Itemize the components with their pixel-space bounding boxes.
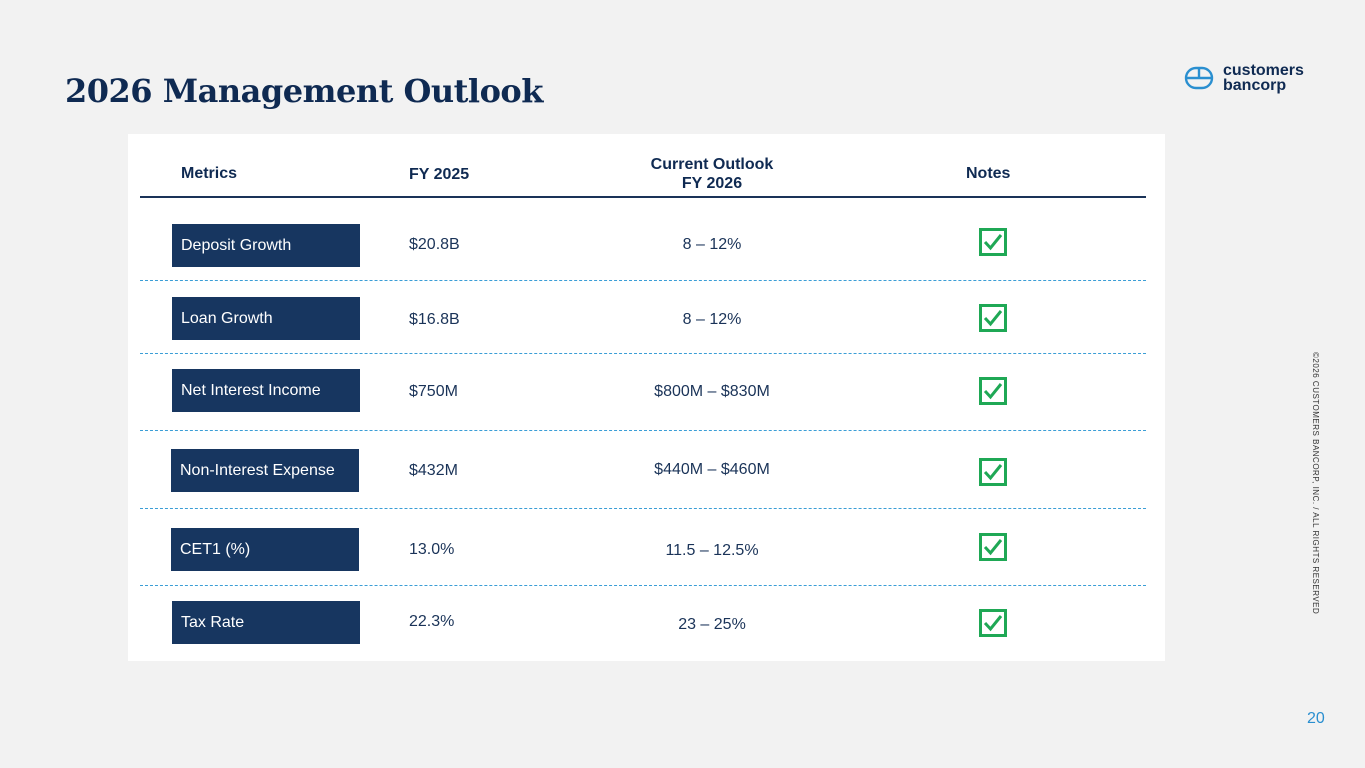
copyright-notice: ©2026 CUSTOMERS BANCORP, INC. / ALL RIGH… — [1311, 352, 1320, 615]
header-outlook: Current Outlook FY 2026 — [612, 155, 812, 193]
checkmark-icon — [979, 377, 1007, 405]
outlook-value: $800M – $830M — [654, 383, 770, 400]
header-fy2025: FY 2025 — [409, 166, 470, 183]
fy2025-value: 22.3% — [409, 613, 455, 630]
row-divider — [140, 353, 1146, 354]
bank-logo-icon — [1184, 66, 1214, 90]
row-divider — [140, 508, 1146, 509]
header-outlook-line1: Current Outlook — [650, 156, 774, 173]
metric-label: Loan Growth — [172, 297, 360, 340]
checkmark-icon — [979, 304, 1007, 332]
checkmark-icon — [979, 228, 1007, 256]
outlook-value: 8 – 12% — [682, 311, 742, 328]
logo-line-2: bancorp — [1223, 77, 1287, 94]
metric-label: Non-Interest Expense — [171, 449, 359, 492]
fy2025-value: $16.8B — [409, 311, 460, 328]
logo-line-1: customers — [1223, 62, 1304, 79]
company-logo: customers bancorp — [1184, 62, 1304, 94]
metric-label: CET1 (%) — [171, 528, 359, 571]
fy2025-value: $750M — [409, 383, 458, 400]
fy2025-value: 13.0% — [409, 541, 455, 558]
row-divider — [140, 430, 1146, 431]
outlook-value: 11.5 – 12.5% — [665, 542, 759, 559]
outlook-value: 23 – 25% — [678, 616, 746, 633]
row-divider — [140, 585, 1146, 586]
outlook-table: Metrics FY 2025 Current Outlook FY 2026 … — [128, 134, 1165, 661]
fy2025-value: $20.8B — [409, 236, 460, 253]
checkmark-icon — [979, 458, 1007, 486]
fy2025-value: $432M — [409, 462, 458, 479]
header-notes: Notes — [966, 165, 1011, 182]
checkmark-icon — [979, 533, 1007, 561]
metric-label: Deposit Growth — [172, 224, 360, 267]
metric-label: Net Interest Income — [172, 369, 360, 412]
outlook-value: 8 – 12% — [682, 236, 742, 253]
outlook-value: $440M – $460M — [654, 461, 770, 478]
metric-label: Tax Rate — [172, 601, 360, 644]
row-divider — [140, 280, 1146, 281]
checkmark-icon — [979, 609, 1007, 637]
logo-wordmark: customers bancorp — [1223, 62, 1304, 94]
page-title: 2026 Management Outlook — [65, 72, 543, 110]
page-number: 20 — [1307, 710, 1325, 727]
header-outlook-line2: FY 2026 — [681, 175, 743, 192]
header-divider — [140, 196, 1146, 198]
header-metrics: Metrics — [181, 165, 238, 182]
